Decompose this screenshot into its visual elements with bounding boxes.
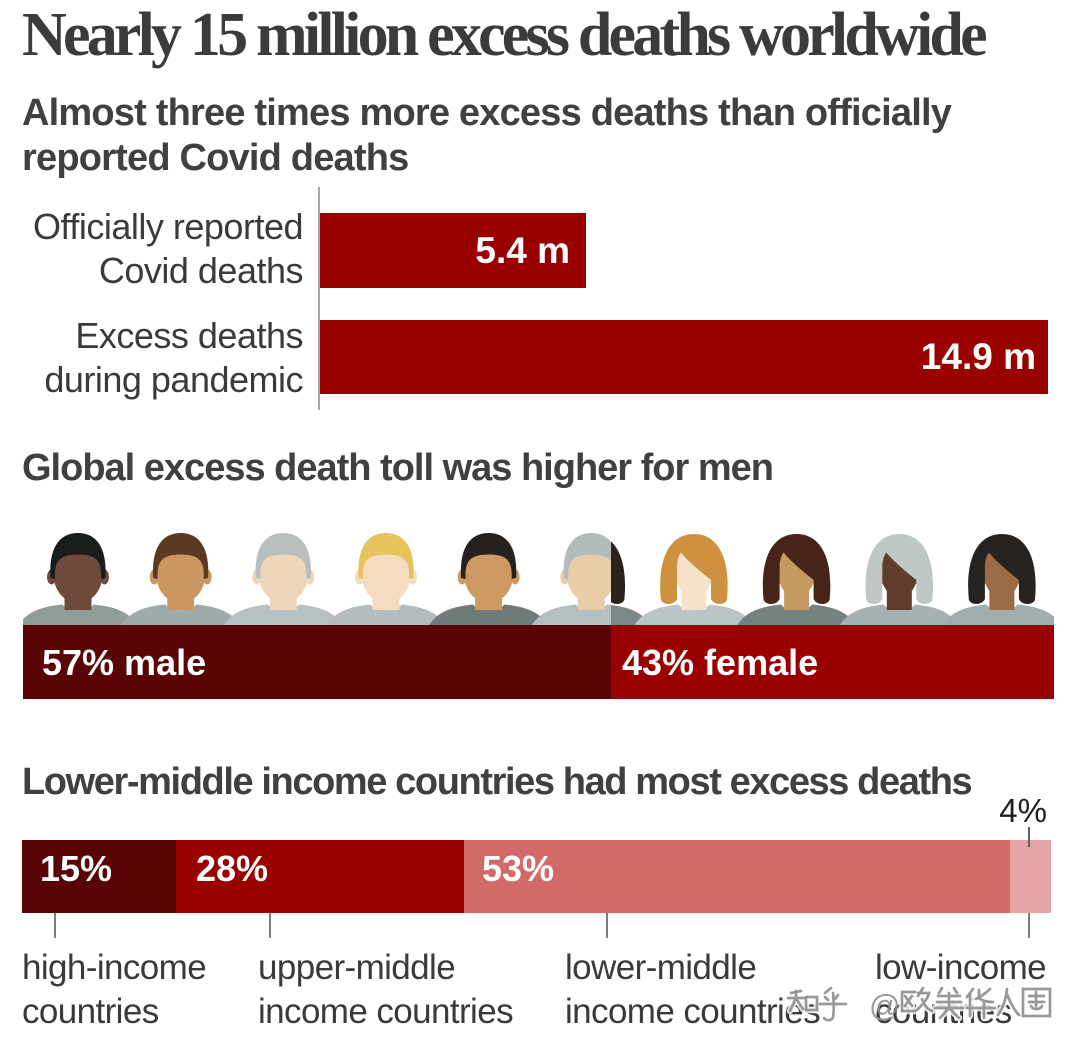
svg-text:@: @ (869, 988, 900, 1023)
